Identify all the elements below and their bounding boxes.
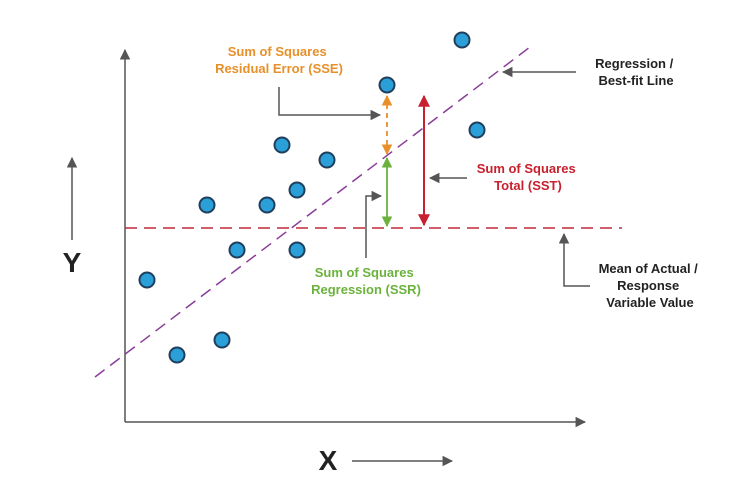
- mean-pointer: [558, 232, 590, 287]
- data-point: [468, 121, 486, 139]
- sse-label-line-2: Residual Error (SSE): [215, 61, 343, 76]
- regression-label-line-2: Best-fit Line: [598, 73, 673, 88]
- sse-label: Sum of Squares Residual Error (SSE): [215, 44, 343, 76]
- mean-label: Mean of Actual / Response Variable Value: [599, 261, 702, 310]
- data-point: [318, 151, 336, 169]
- ssr-label-line-1: Sum of Squares: [315, 265, 414, 280]
- data-point: [288, 181, 306, 199]
- regression-line: [94, 46, 531, 378]
- data-point: [378, 76, 396, 94]
- data-point: [138, 271, 156, 289]
- sst-label-line-2: Total (SST): [494, 178, 562, 193]
- data-points: [138, 31, 486, 364]
- data-point: [198, 196, 216, 214]
- data-point: [213, 331, 231, 349]
- sse-label-line-1: Sum of Squares: [228, 44, 327, 59]
- data-point: [228, 241, 246, 259]
- mean-label-line-1: Mean of Actual /: [599, 261, 699, 276]
- data-point: [453, 31, 471, 49]
- sst-label: Sum of Squares Total (SST): [477, 161, 580, 193]
- sst-label-line-1: Sum of Squares: [477, 161, 576, 176]
- mean-label-line-3: Variable Value: [606, 295, 693, 310]
- regression-label-line-1: Regression /: [595, 56, 673, 71]
- regression-label: Regression / Best-fit Line: [595, 56, 677, 88]
- y-axis-label: Y: [63, 247, 82, 278]
- data-point: [168, 346, 186, 364]
- data-point: [288, 241, 306, 259]
- ssr-label: Sum of Squares Regression (SSR): [311, 265, 421, 297]
- ssr-pointer: [365, 190, 383, 258]
- x-axis-label: X: [319, 445, 338, 476]
- mean-label-line-2: Response: [617, 278, 679, 293]
- ssr-label-line-2: Regression (SSR): [311, 282, 421, 297]
- data-point: [273, 136, 291, 154]
- sse-pointer: [278, 87, 382, 121]
- data-point: [258, 196, 276, 214]
